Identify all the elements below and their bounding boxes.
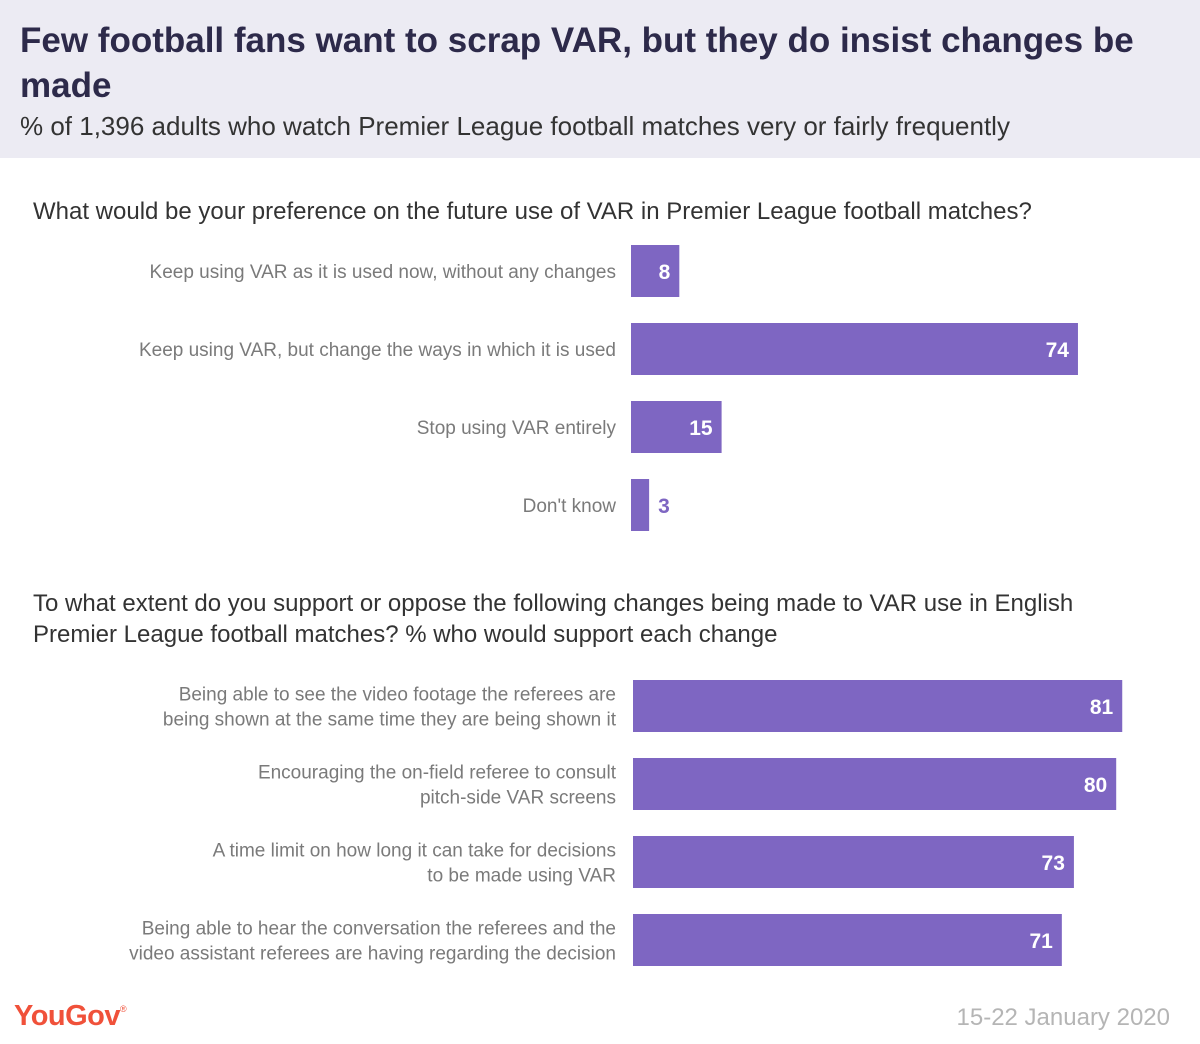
bar bbox=[633, 914, 1062, 966]
category-label: Stop using VAR entirely bbox=[417, 418, 617, 439]
question-2-title: To what extent do you support or oppose … bbox=[33, 590, 1074, 648]
value-label: 15 bbox=[689, 417, 713, 440]
category-label: A time limit on how long it can take for… bbox=[213, 841, 616, 887]
category-label: Being able to see the video footage the … bbox=[163, 685, 617, 731]
category-label: Keep using VAR, but change the ways in w… bbox=[139, 340, 616, 361]
value-label: 71 bbox=[1029, 930, 1053, 953]
value-label: 8 bbox=[659, 261, 671, 284]
yougov-logo: YouGov® bbox=[14, 1000, 127, 1032]
category-label: Encouraging the on-field referee to cons… bbox=[258, 763, 617, 809]
bar bbox=[631, 401, 722, 453]
value-label: 74 bbox=[1046, 339, 1070, 362]
category-label: Don't know bbox=[523, 496, 617, 517]
category-label: Keep using VAR as it is used now, withou… bbox=[150, 262, 616, 283]
value-label: 3 bbox=[658, 495, 670, 518]
value-label: 73 bbox=[1042, 852, 1065, 875]
bar bbox=[631, 479, 650, 531]
bar bbox=[633, 680, 1123, 732]
chart-subtitle: % of 1,396 adults who watch Premier Leag… bbox=[20, 111, 1010, 141]
question-1-title: What would be your preference on the fut… bbox=[33, 198, 1032, 225]
bar bbox=[631, 245, 680, 297]
category-label: Being able to hear the conversation the … bbox=[129, 919, 616, 965]
value-label: 80 bbox=[1084, 774, 1107, 797]
chart-preference-bars: Keep using VAR as it is used now, withou… bbox=[139, 245, 1078, 531]
fieldwork-date: 15-22 January 2020 bbox=[956, 1004, 1171, 1031]
header-band: Few football fans want to scrap VAR, but… bbox=[0, 0, 1200, 158]
chart-title: Few football fans want to scrap VAR, but… bbox=[20, 21, 1134, 105]
bar bbox=[631, 323, 1078, 375]
chart-support-bars: Being able to see the video footage the … bbox=[129, 680, 1123, 966]
value-label: 81 bbox=[1090, 696, 1114, 719]
bar bbox=[633, 758, 1117, 810]
bar bbox=[633, 836, 1074, 888]
